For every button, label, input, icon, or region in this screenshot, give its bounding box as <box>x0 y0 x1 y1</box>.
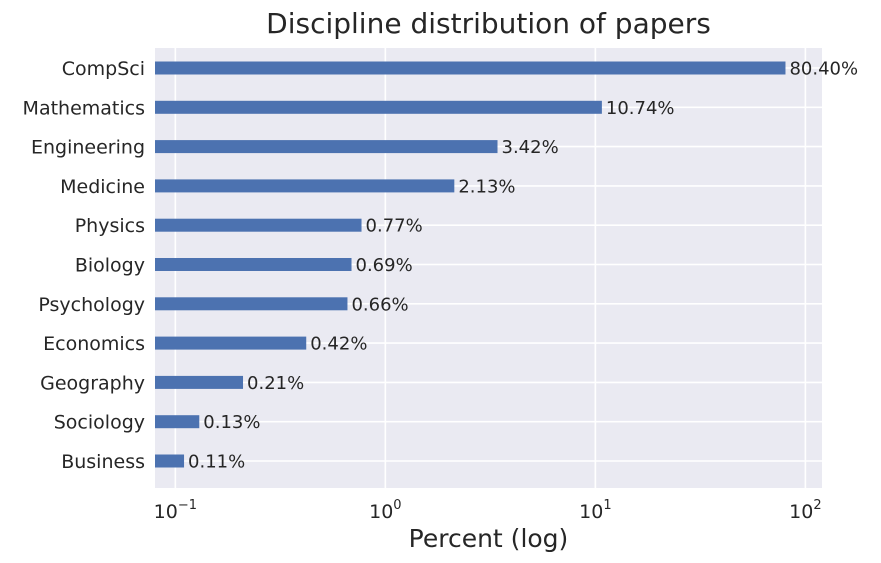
bar-physics <box>155 218 362 232</box>
bar-biology <box>155 258 352 271</box>
bar-geography <box>155 375 244 389</box>
x-axis-label: Percent (log) <box>409 524 569 553</box>
category-label: CompSci <box>62 58 145 80</box>
category-labels: CompSci Mathematics Engineering Medicine Phy… <box>23 58 145 473</box>
bar-medicine <box>155 179 455 193</box>
data-label: 80.40% <box>789 59 858 80</box>
x-tick-label: 101 <box>579 498 611 523</box>
category-label: Geography <box>40 372 145 394</box>
category-label: Business <box>61 451 145 473</box>
data-label: 0.66% <box>351 294 408 315</box>
category-label: Economics <box>43 333 145 355</box>
bar-mathematics <box>155 100 602 114</box>
category-label: Engineering <box>31 137 145 159</box>
value-labels: 80.40% 10.74% 3.42% 2.13% 0.77% 0.69% 0.66% 0.4… <box>188 59 858 473</box>
category-label: Sociology <box>54 412 145 434</box>
chart-title: Discipline distribution of papers <box>266 7 711 40</box>
data-label: 10.74% <box>606 98 675 119</box>
x-tick-labels: 10−1 100 101 102 <box>154 498 822 523</box>
bar-compsci <box>155 61 786 75</box>
data-label: 0.69% <box>356 255 413 276</box>
category-label: Biology <box>75 255 145 277</box>
x-tick-label: 10−1 <box>154 498 197 523</box>
bar-sociology <box>155 415 200 429</box>
bar-layer <box>155 61 786 468</box>
data-label: 3.42% <box>502 137 559 158</box>
bar-economics <box>155 336 307 350</box>
category-label: Mathematics <box>23 97 145 119</box>
data-label: 0.21% <box>247 373 304 394</box>
data-label: 2.13% <box>458 176 515 197</box>
data-label: 0.13% <box>203 412 260 433</box>
x-tick-label: 102 <box>789 498 821 523</box>
category-label: Medicine <box>60 176 145 198</box>
data-label: 0.77% <box>366 216 423 237</box>
bar-engineering <box>155 140 498 154</box>
data-label: 0.42% <box>310 334 367 355</box>
x-tick-label: 100 <box>369 498 401 523</box>
category-label: Psychology <box>38 294 145 316</box>
bar-psychology <box>155 297 348 311</box>
category-label: Physics <box>75 215 145 237</box>
data-label: 0.11% <box>188 452 245 473</box>
bar-business <box>155 454 185 468</box>
